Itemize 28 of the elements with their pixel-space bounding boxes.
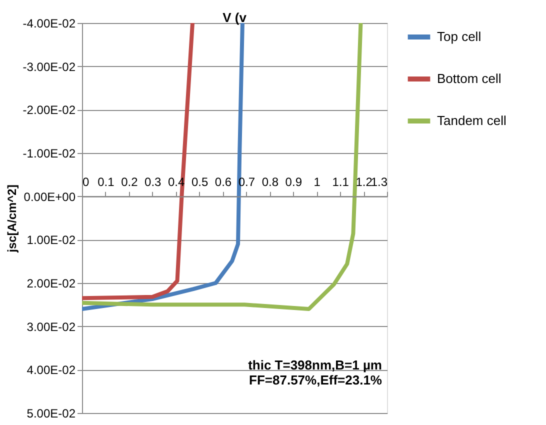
y-tick-label: 2.00E-02 bbox=[26, 276, 76, 290]
x-tick-label: 1.3 bbox=[370, 174, 388, 189]
x-tick-label: 0.6 bbox=[214, 174, 232, 189]
legend-label: Tandem cell bbox=[437, 113, 506, 128]
x-tick-label: 1 bbox=[314, 174, 321, 189]
x-tick-label: 0.5 bbox=[191, 174, 208, 189]
x-axis-title: V (v bbox=[222, 10, 248, 25]
x-tick-label: 0.8 bbox=[262, 174, 279, 189]
y-tick-label: 4.00E-02 bbox=[26, 363, 76, 378]
y-tick-label: -2.00E-02 bbox=[22, 103, 76, 118]
y-tick-label: 0.00E+00 bbox=[24, 190, 76, 204]
y-tick-label: 3.00E-02 bbox=[26, 320, 76, 334]
y-tick-label: 1.00E-02 bbox=[26, 233, 76, 248]
annotation: thic T=398nm,B=1 µm bbox=[248, 358, 382, 372]
y-axis-title: jsc[A/cm^2] bbox=[4, 184, 19, 254]
y-tick-label: -4.00E-02 bbox=[22, 16, 76, 30]
y-tick-label: 5.00E-02 bbox=[26, 406, 76, 420]
y-tick-label: -1.00E-02 bbox=[22, 146, 76, 160]
annotation: FF=87.57%,Eff=23.1% bbox=[249, 372, 382, 388]
x-tick-label: 1.1 bbox=[332, 174, 350, 189]
x-tick-label: 0 bbox=[82, 174, 90, 189]
legend-label: Top cell bbox=[437, 29, 482, 44]
legend-label: Bottom cell bbox=[437, 71, 502, 86]
y-tick-label: -3.00E-02 bbox=[22, 60, 76, 74]
x-tick-label: 0.1 bbox=[98, 174, 115, 189]
x-tick-label: 0.3 bbox=[144, 174, 162, 189]
x-tick-label: 0.2 bbox=[121, 174, 138, 189]
x-tick-label: 0.9 bbox=[285, 174, 302, 189]
